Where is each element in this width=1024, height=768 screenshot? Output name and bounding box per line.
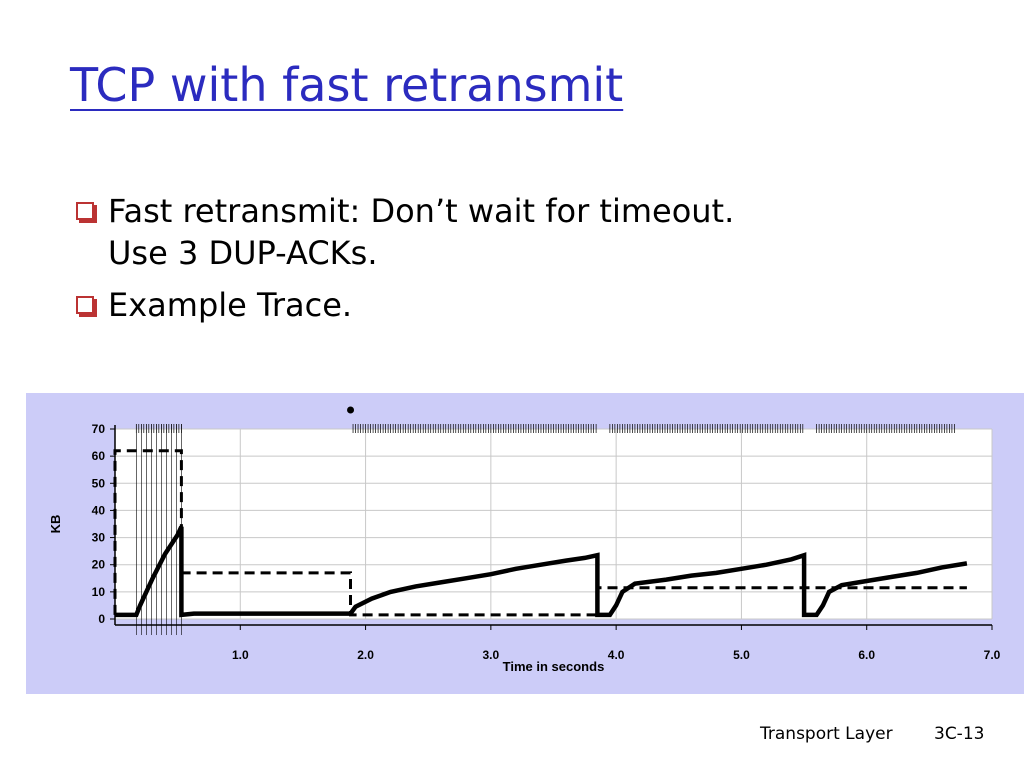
bullet-square-icon bbox=[76, 202, 94, 220]
y-tick-label: 30 bbox=[92, 531, 106, 545]
y-tick-label: 0 bbox=[98, 612, 105, 626]
x-tick-label: 2.0 bbox=[357, 648, 374, 662]
y-tick-label: 40 bbox=[92, 503, 106, 517]
bullet-square-icon bbox=[76, 296, 94, 314]
bullet-list: Fast retransmit: Don’t wait for timeout.… bbox=[72, 190, 734, 336]
x-tick-label: 4.0 bbox=[608, 648, 625, 662]
y-tick-label: 50 bbox=[92, 476, 106, 490]
y-tick-label: 10 bbox=[92, 585, 106, 599]
y-axis-label: KB bbox=[48, 515, 63, 534]
solid-series-line bbox=[115, 525, 968, 618]
bullet-item: Fast retransmit: Don’t wait for timeout.… bbox=[72, 190, 734, 274]
x-tick-label: 6.0 bbox=[858, 648, 875, 662]
x-axis-label: Time in seconds bbox=[503, 659, 605, 674]
dashed-series-line bbox=[113, 449, 967, 617]
timeout-marker bbox=[347, 406, 355, 414]
footer-label: Transport Layer bbox=[760, 724, 893, 744]
y-tick-label: 20 bbox=[92, 558, 106, 572]
bullet-line: Fast retransmit: Don’t wait for timeout. bbox=[108, 192, 735, 230]
x-tick-label: 5.0 bbox=[733, 648, 750, 662]
tcp-trace-chart: 0 10 20 30 40 50 60 70 1.0 2.0 3.0 4.0 5.0 6.0 7.0 Time… bbox=[48, 406, 1001, 674]
bullet-item: Example Trace. bbox=[72, 284, 734, 326]
plot-area bbox=[115, 429, 992, 619]
y-tick-label: 60 bbox=[92, 449, 106, 463]
x-tick-label: 3.0 bbox=[483, 648, 500, 662]
x-tick-label: 1.0 bbox=[232, 648, 249, 662]
slide-title: TCP with fast retransmit bbox=[70, 58, 624, 112]
bullet-line: Use 3 DUP-ACKs. bbox=[108, 234, 378, 272]
chart-panel: 0 10 20 30 40 50 60 70 1.0 2.0 3.0 4.0 5.0 6.0 7.0 Time… bbox=[26, 393, 1024, 694]
page-number: 3C-13 bbox=[934, 724, 985, 744]
bullet-line: Example Trace. bbox=[108, 286, 353, 324]
x-tick-label: 7.0 bbox=[984, 648, 1001, 662]
y-tick-label: 70 bbox=[92, 422, 106, 436]
